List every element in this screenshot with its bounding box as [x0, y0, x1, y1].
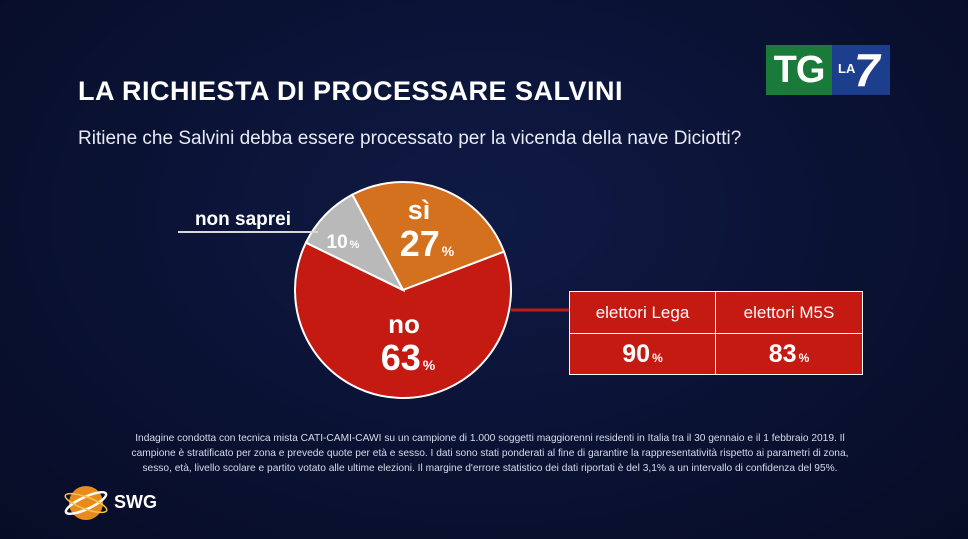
- swg-globe-icon: [64, 486, 108, 520]
- pie-slice-no: [294, 241, 512, 399]
- slice-label-si: sì: [408, 195, 431, 225]
- slice-label-non-saprei: non saprei: [195, 209, 291, 230]
- survey-question: Ritiene che Salvini debba essere process…: [78, 128, 742, 149]
- methodology-line-2: campione è stratificato per zona e preve…: [131, 448, 849, 459]
- methodology-note: Indagine condotta con tecnica mista CATI…: [100, 431, 880, 476]
- value-lega-number: 90: [622, 339, 651, 368]
- value-m5s: 83%: [716, 334, 862, 374]
- la7-logo-la: LA: [838, 61, 856, 76]
- value-lega-unit: %: [652, 351, 663, 365]
- header-lega: elettori Lega: [570, 292, 716, 334]
- slice-value-no: 63%: [381, 337, 436, 378]
- slice-label-no: no: [388, 309, 420, 339]
- pie-slice-non-saprei: [304, 193, 406, 293]
- methodology-line-1: Indagine condotta con tecnica mista CATI…: [135, 433, 845, 444]
- value-m5s-number: 83: [768, 339, 797, 368]
- tg-logo-text: TG: [766, 45, 832, 95]
- pie-slice-s-: [350, 181, 506, 292]
- swg-logo-text: SWG: [114, 492, 157, 512]
- header-m5s: elettori M5S: [716, 292, 862, 334]
- chart-title: LA RICHIESTA DI PROCESSARE SALVINI: [78, 76, 624, 106]
- value-m5s-unit: %: [798, 351, 810, 365]
- la7-logo: LA 7: [832, 44, 890, 96]
- slice-value-non-saprei: 10%: [327, 232, 360, 253]
- methodology-line-3: sesso, età, livello scolare e partito vo…: [142, 463, 838, 474]
- la7-logo-seven: 7: [854, 44, 880, 96]
- tg-la7-logo: TG LA 7: [766, 44, 890, 96]
- value-lega: 90%: [570, 334, 716, 374]
- breakdown-table: elettori Lega elettori M5S 90% 83%: [569, 291, 863, 375]
- slice-value-si: 27%: [400, 223, 455, 264]
